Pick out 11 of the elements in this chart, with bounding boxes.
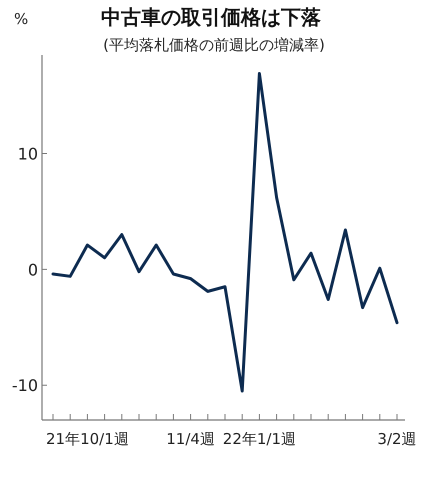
- y-tick-label: -10: [12, 376, 38, 396]
- y-tick-label: 10: [18, 144, 38, 164]
- chart-subtitle: (平均落札価格の前週比の増減率): [103, 36, 325, 54]
- x-tick-label: 11/4週: [166, 430, 215, 448]
- y-axis-title: %: [14, 10, 28, 28]
- x-tick-label: 3/2週: [377, 430, 417, 448]
- x-tick-label: 21年10/1週: [46, 430, 129, 448]
- chart-title: 中古車の取引価格は下落: [101, 5, 321, 29]
- y-tick-label: 0: [28, 260, 38, 280]
- x-tick-label: 22年1/1週: [222, 430, 296, 448]
- line-series: [52, 72, 398, 393]
